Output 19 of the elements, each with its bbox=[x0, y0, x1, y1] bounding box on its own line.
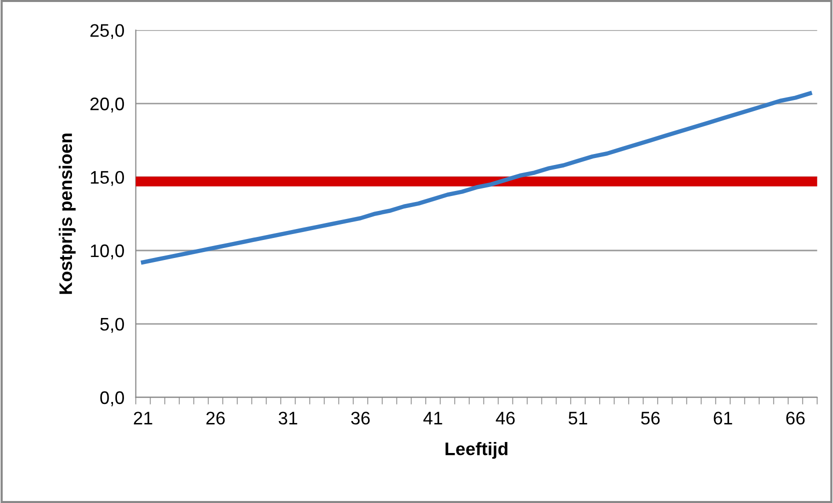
x-tick-label: 51 bbox=[568, 412, 588, 425]
x-tick-label: 46 bbox=[496, 412, 515, 425]
y-tick-label: 20,0 bbox=[90, 98, 124, 112]
x-tick-label: 61 bbox=[714, 412, 732, 425]
x-tick-label: 41 bbox=[423, 412, 442, 424]
x-tick-label: 56 bbox=[641, 412, 660, 425]
y-tick-label: 0,0 bbox=[100, 391, 124, 406]
x-axis-title: Leeftijd bbox=[446, 442, 508, 459]
x-tick-label: 31 bbox=[278, 412, 298, 425]
y-tick-label: 25,0 bbox=[90, 24, 124, 40]
x-tick-label: 66 bbox=[786, 412, 805, 425]
y-tick-label: 5,0 bbox=[100, 318, 124, 333]
x-tick-label: 26 bbox=[206, 412, 225, 425]
x-tick-label: 21 bbox=[134, 412, 152, 424]
y-tick-label: 15,0 bbox=[90, 170, 124, 186]
line-series bbox=[140, 91, 812, 264]
y-tick-label: 10,0 bbox=[90, 244, 124, 260]
y-axis-title: Kostprijs pensioen bbox=[58, 134, 76, 294]
x-tick-label: 36 bbox=[351, 412, 370, 425]
